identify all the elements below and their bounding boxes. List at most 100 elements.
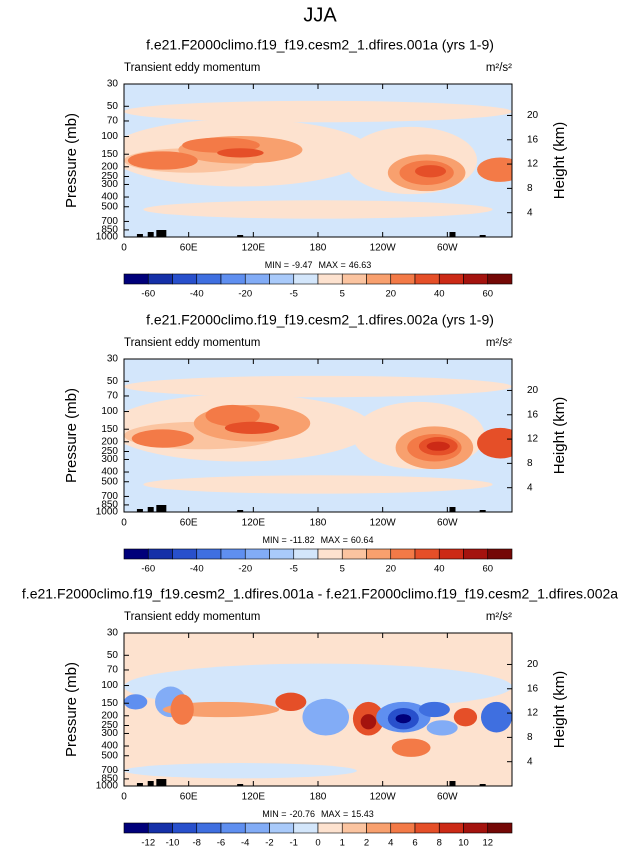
colorbar-label: 20 <box>385 564 396 575</box>
y-tick-label: 200 <box>101 710 118 721</box>
x-tick-label: 60W <box>437 243 458 254</box>
contour-region <box>480 701 512 733</box>
contour-region <box>415 165 447 178</box>
colorbar-box <box>414 273 440 285</box>
y-tick-label: 1000 <box>96 232 119 243</box>
topography <box>136 234 143 237</box>
y-tick-label: 400 <box>101 192 118 203</box>
y-tick-label: 500 <box>101 750 118 761</box>
topography <box>237 510 244 512</box>
y-tick-label: 700 <box>101 491 118 502</box>
colorbar-box <box>463 548 489 560</box>
contour-region <box>217 148 264 158</box>
colorbar-box <box>244 548 270 560</box>
colorbar-box <box>172 822 198 834</box>
colorbar-box <box>220 822 246 834</box>
x-tick-label: 120W <box>370 792 397 803</box>
colorbar-label: 5 <box>340 564 345 575</box>
colorbar-label: 0 <box>315 838 320 849</box>
colorbar-box <box>147 822 173 834</box>
y-tick-label: 500 <box>101 201 118 212</box>
colorbar-label: -4 <box>241 838 249 849</box>
y-tick-label: 700 <box>101 216 118 227</box>
topography <box>479 784 486 786</box>
colorbar-box <box>463 273 489 285</box>
contour-region <box>418 701 450 718</box>
x-tick-label: 180 <box>310 243 327 254</box>
colorbar-box <box>269 273 295 285</box>
colorbar-label: 12 <box>482 838 493 849</box>
x-tick-label: 0 <box>121 518 127 529</box>
x-tick-label: 0 <box>121 792 127 803</box>
colorbar-label: 10 <box>458 838 469 849</box>
stats-max-label: MAX = <box>321 535 348 545</box>
stats-min-label: MIN = <box>263 535 287 545</box>
figure-title: JJA <box>303 4 337 26</box>
left-label: Transient eddy momentum <box>124 62 260 74</box>
y-tick-label: 150 <box>101 424 118 435</box>
colorbar-label: 1 <box>340 838 345 849</box>
colorbar-box <box>414 548 440 560</box>
y-axis-label: Pressure (mb) <box>63 388 80 483</box>
contour-region <box>224 421 280 434</box>
units: m²/s² <box>486 62 512 74</box>
colorbar-box <box>317 273 343 285</box>
y-tick-label: 250 <box>101 720 118 731</box>
colorbar-box <box>172 548 198 560</box>
colorbar-box <box>438 273 464 285</box>
y-tick-label: 1000 <box>96 507 119 518</box>
colorbar-box <box>147 273 173 285</box>
x-tick-label: 60E <box>180 243 198 254</box>
y-tick-label: 250 <box>101 171 118 182</box>
colorbar-box <box>366 273 392 285</box>
contour-region <box>124 663 512 710</box>
contour-field <box>124 84 512 237</box>
colorbar-box <box>172 273 198 285</box>
panel-title: f.e21.F2000climo.f19_f19.cesm2_1.dfires.… <box>22 586 618 602</box>
colorbar-box <box>220 273 246 285</box>
y-tick-label: 30 <box>107 79 119 90</box>
y2-axis-label: Height (km) <box>551 122 568 200</box>
y-tick-label: 150 <box>101 698 118 709</box>
colorbar-box <box>366 548 392 560</box>
colorbar-box <box>390 273 416 285</box>
y-tick-label: 400 <box>101 467 118 478</box>
panel-title: f.e21.F2000climo.f19_f19.cesm2_1.dfires.… <box>146 37 494 53</box>
colorbar-label: 60 <box>482 564 493 575</box>
contour-region <box>360 714 377 730</box>
colorbar-box <box>463 822 489 834</box>
y2-tick-label: 4 <box>527 756 533 767</box>
colorbar-box <box>487 822 513 834</box>
colorbar-label: -1 <box>290 838 298 849</box>
topography <box>156 779 167 786</box>
colorbar-box <box>293 548 319 560</box>
colorbar-label: 40 <box>434 564 445 575</box>
colorbar-box <box>244 822 270 834</box>
contour-region <box>302 698 350 736</box>
y-tick-label: 850 <box>101 774 118 785</box>
colorbar-box <box>123 822 149 834</box>
y-tick-label: 200 <box>101 161 118 172</box>
colorbar-box <box>196 548 222 560</box>
topography <box>147 507 154 512</box>
y2-tick-label: 20 <box>527 110 539 121</box>
y-tick-label: 70 <box>107 116 119 127</box>
colorbar-box <box>366 822 392 834</box>
x-tick-label: 120W <box>370 243 397 254</box>
y-tick-label: 500 <box>101 476 118 487</box>
topography <box>479 235 486 237</box>
colorbar-box <box>341 822 367 834</box>
colorbar-box <box>317 548 343 560</box>
contour-region <box>124 375 512 398</box>
topography <box>237 235 244 237</box>
contour-field <box>124 633 512 786</box>
y-axis-label: Pressure (mb) <box>63 113 80 208</box>
x-tick-label: 0 <box>121 243 127 254</box>
y-tick-label: 50 <box>107 376 119 387</box>
colorbar-label: 6 <box>412 838 417 849</box>
left-label: Transient eddy momentum <box>124 611 260 623</box>
colorbar-label: -20 <box>238 289 252 300</box>
contour-region <box>395 714 412 724</box>
colorbar-label: -20 <box>238 564 252 575</box>
contour-region <box>143 200 493 219</box>
